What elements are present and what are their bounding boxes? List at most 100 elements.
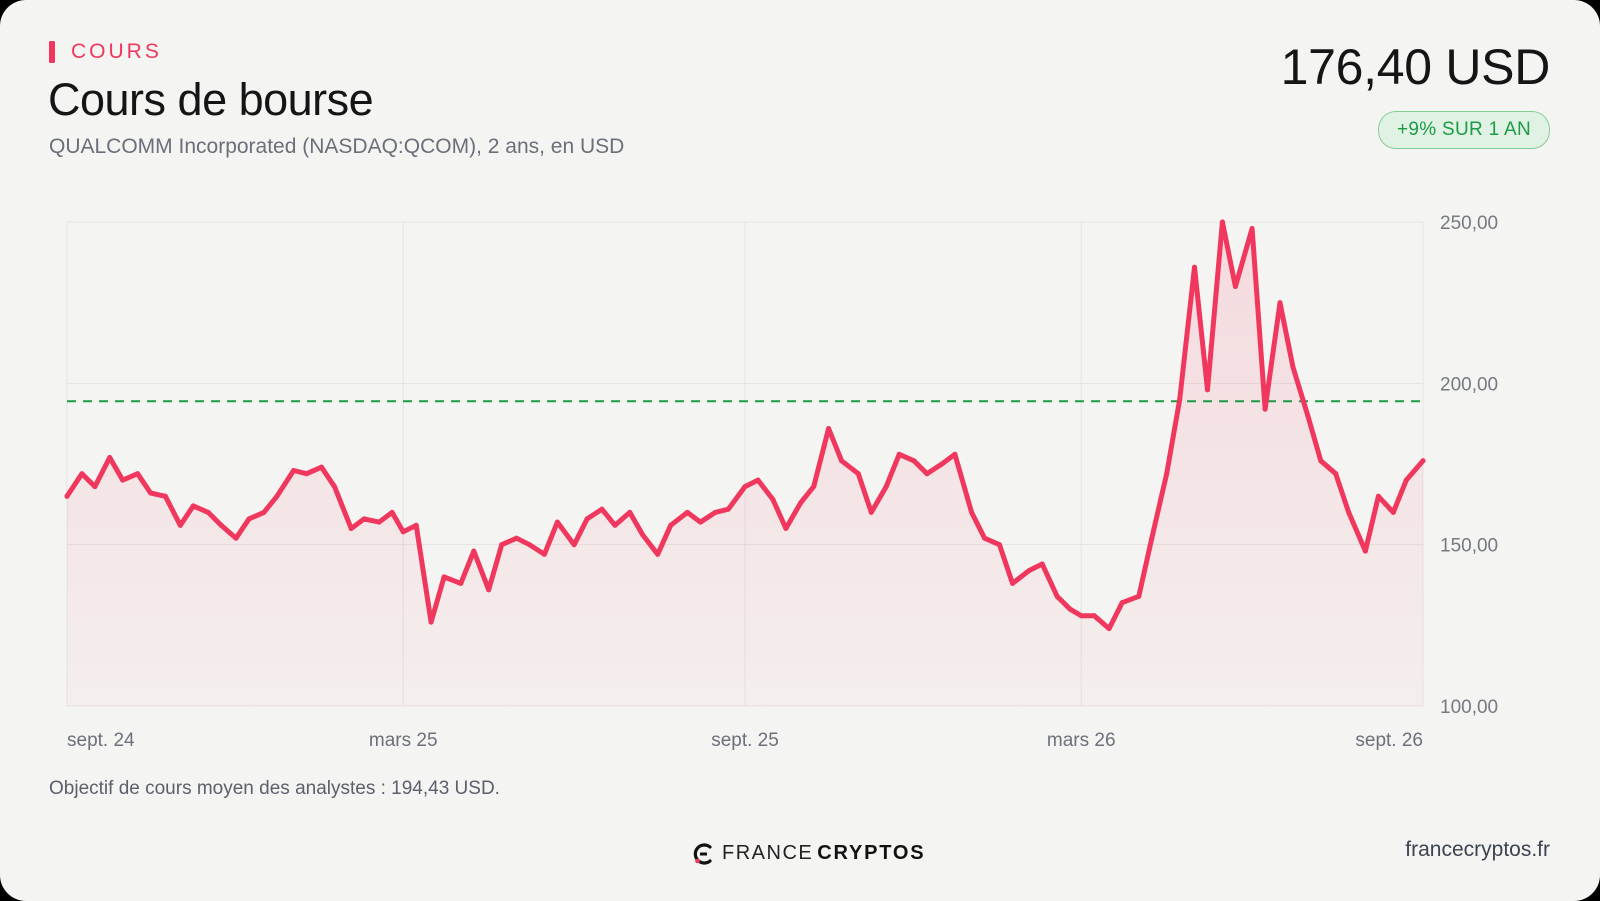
price-point [92,484,98,490]
price-point [486,587,492,593]
price-point [1318,458,1324,464]
price-point [1010,580,1015,586]
y-tick-label: 200,00 [1440,374,1498,395]
price-point [527,542,532,548]
price-point [361,516,367,522]
price-point [246,516,252,522]
y-tick-label: 250,00 [1440,213,1498,234]
price-point [1219,219,1225,225]
price-point [1078,613,1084,619]
price-point [1362,548,1368,554]
price-chart: 250,00 200,00 150,00 100,00 sept. 24 mars 25… [64,213,1498,751]
price-point [304,471,310,477]
price-point [924,471,930,477]
price-point [148,490,154,496]
price-point [982,535,988,541]
price-point [1403,477,1409,483]
price-point [413,522,419,528]
price-point [1390,509,1396,515]
price-point [584,516,590,522]
price-point [162,493,168,499]
price-point [261,509,267,515]
price-point [725,506,731,512]
price-point [868,509,874,515]
price-point [684,509,690,515]
x-tick-label: sept. 25 [711,730,779,751]
analyst-target-note: Objectif de cours moyen des analystes : … [49,778,500,799]
price-point [458,580,464,586]
price-point [770,497,776,502]
price-points [64,219,1426,632]
price-point [1067,606,1073,612]
y-axis-ticks: 250,00 200,00 150,00 100,00 [1440,213,1498,718]
price-point [911,458,917,464]
price-point [697,519,703,525]
price-point [1039,561,1045,567]
price-point [1346,509,1352,515]
price-point [599,506,605,512]
price-point [1054,593,1060,599]
price-point [1205,387,1210,393]
price-point [79,471,85,477]
price-point [319,464,324,470]
price-point [541,551,547,557]
price-point [1119,600,1125,606]
price-point [389,509,395,515]
price-point [755,477,761,483]
price-point [783,526,789,531]
price-point [348,526,354,531]
current-price: 176,40 USD [1280,39,1551,95]
y-tick-label: 100,00 [1440,697,1498,718]
price-point [1333,471,1339,477]
price-point [712,509,718,515]
x-tick-label: mars 26 [1047,730,1116,751]
price-point [826,426,832,431]
price-point [668,522,674,528]
price-point [514,535,519,541]
site-url[interactable]: francecryptos.fr [1405,838,1550,861]
section-eyebrow: COURS [49,40,162,64]
price-point [1420,458,1426,464]
price-point [952,451,958,457]
price-point [798,500,804,506]
page-subtitle: QUALCOMM Incorporated (NASDAQ:QCOM), 2 a… [49,135,625,158]
price-point [1136,593,1142,599]
page-title: Cours de bourse [48,74,374,125]
price-point [499,542,505,548]
price-point [939,461,945,467]
price-point [655,551,661,557]
brand-logo[interactable]: FRANCE CRYPTOS [692,842,925,865]
price-point [64,493,70,499]
price-point [1177,397,1183,402]
eyebrow-accent-bar [49,41,55,63]
price-point [205,509,211,515]
price-point [896,451,902,457]
x-axis-ticks: sept. 24 mars 25 sept. 25 mars 26 sept. 26 [67,730,1423,751]
price-point [428,619,434,625]
price-point [554,519,560,525]
price-point [1164,471,1170,477]
price-point [376,519,382,525]
price-point [332,484,337,490]
price-point [883,484,889,490]
price-area [67,222,1423,706]
price-point [640,532,646,538]
price-point [1192,264,1197,270]
price-point [233,535,239,541]
price-point [969,509,975,515]
price-point [811,484,817,490]
y-tick-label: 150,00 [1440,536,1498,557]
price-point [1232,284,1238,289]
price-point [855,471,861,477]
x-tick-label: sept. 26 [1355,730,1423,751]
x-tick-label: sept. 24 [67,730,135,751]
price-point [291,468,297,473]
price-point [1375,493,1381,499]
yearly-change-badge: +9% SUR 1 AN [1377,111,1550,149]
price-point [1091,613,1097,619]
price-point [1262,406,1268,412]
brand-word-light: FRANCE [722,842,814,864]
x-tick-label: mars 25 [369,730,438,751]
eyebrow-label: COURS [71,40,162,63]
